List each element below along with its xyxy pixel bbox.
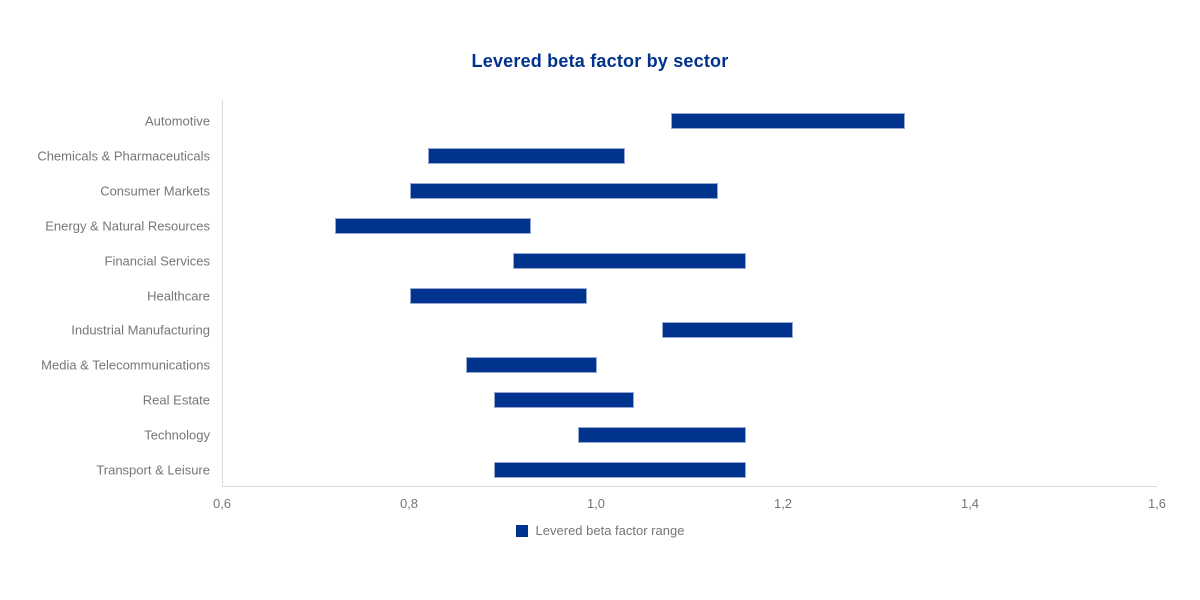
y-axis-labels: Automotive Chemicals & Pharmaceuticals Con… (0, 104, 210, 487)
x-tick-label-1-6: 1,6 (1147, 496, 1167, 511)
category-label-energy-and-natural-resources: Energy & Natural Resources (45, 218, 210, 234)
x-tick-label-1-2: 1,2 (773, 496, 793, 511)
category-label-media-and-telecommunications: Media & Telecommunications (41, 357, 210, 373)
range-bar-real-estate[interactable] (493, 391, 634, 408)
x-tick-label-0-6: 0,6 (212, 496, 232, 511)
range-bar-chemicals-and-pharmaceuticals[interactable] (428, 148, 625, 165)
legend-swatch-icon (515, 524, 528, 537)
range-bar-healthcare[interactable] (409, 287, 588, 304)
bars-container (223, 104, 1157, 487)
range-bar-media-and-telecommunications[interactable] (465, 357, 597, 374)
x-axis-tick-labels: 0,6 0,8 1,0 1,2 1,4 1,6 (213, 496, 1166, 514)
category-label-financial-services: Financial Services (104, 253, 211, 269)
plot-area (222, 100, 1157, 487)
category-label-technology: Technology (144, 427, 210, 443)
range-bar-energy-and-natural-resources[interactable] (335, 217, 532, 234)
x-tick-label-0-8: 0,8 (399, 496, 419, 511)
legend-item-levered-beta[interactable]: Levered beta factor range (0, 523, 1200, 538)
category-label-automotive: Automotive (144, 113, 210, 129)
x-tick-label-1-4: 1,4 (960, 496, 980, 511)
legend-label: Levered beta factor range (535, 523, 685, 538)
category-label-transport-and-leisure: Transport & Leisure (96, 462, 210, 478)
category-label-real-estate: Real Estate (142, 392, 210, 408)
chart-title: Levered beta factor by sector (471, 51, 729, 71)
category-label-healthcare: Healthcare (147, 288, 210, 303)
category-label-industrial-manufacturing: Industrial Manufacturing (71, 322, 210, 338)
range-bar-consumer-markets[interactable] (409, 183, 719, 200)
range-bar-technology[interactable] (577, 426, 747, 443)
range-bar-transport-and-leisure[interactable] (493, 461, 747, 478)
category-label-chemicals-and-pharmaceuticals: Chemicals & Pharmaceuticals (37, 148, 210, 164)
category-label-consumer-markets: Consumer Markets (100, 183, 210, 199)
range-bar-industrial-manufacturing[interactable] (661, 322, 793, 339)
range-bar-financial-services[interactable] (512, 252, 747, 269)
range-bar-automotive[interactable] (671, 113, 905, 130)
x-tick-label-1-0: 1,0 (586, 496, 606, 511)
